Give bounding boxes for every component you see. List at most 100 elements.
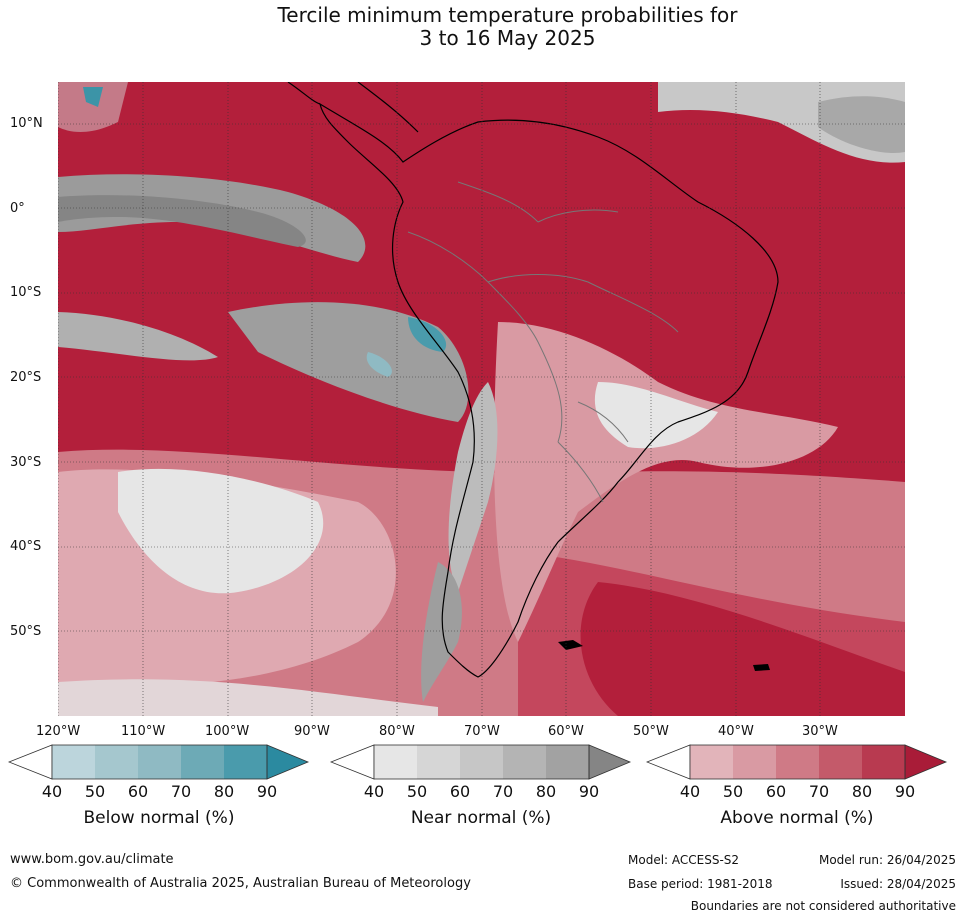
swatch-near-60 [460, 745, 503, 779]
footer-model: Model: ACCESS-S2 [628, 853, 740, 867]
coastline-central-america [287, 81, 419, 133]
map-svg [57, 81, 905, 716]
falkland-islands [558, 640, 583, 650]
lat-label-20s: 20°S [10, 370, 42, 385]
colorbar-below-swatches [52, 745, 267, 779]
lon-label-70w: 70°W [464, 724, 500, 739]
title-line-1: Tercile minimum temperature probabilitie… [277, 3, 738, 27]
legend-title-near-normal: Near normal (%) [410, 808, 552, 828]
map-gridlines [57, 82, 905, 716]
lon-label-110w: 110°W [121, 724, 166, 739]
swatch-near-50 [417, 745, 460, 779]
tick-above-50: 50 [722, 782, 744, 801]
map-region-above-central-sa [494, 322, 838, 642]
coastline-south-america [319, 102, 779, 678]
lon-label-50w: 50°W [633, 724, 669, 739]
tick-near-40: 40 [363, 782, 385, 801]
footer-disclaimer: Boundaries are not considered authoritat… [690, 899, 956, 913]
footer-model-run: Model run: 26/04/2025 [818, 853, 956, 867]
lon-label-40w: 40°W [718, 724, 754, 739]
colorbar-below-normal [8, 744, 310, 780]
colorbar-below-upper-cap [266, 744, 310, 780]
swatch-near-70 [503, 745, 546, 779]
swatch-below-40 [52, 745, 95, 779]
colorbar-near-normal [330, 744, 632, 780]
map-region-below-small [366, 352, 392, 377]
map-region-near-40-south [118, 468, 324, 594]
tick-near-50: 50 [406, 782, 428, 801]
lon-label-60w: 60°W [548, 724, 584, 739]
map-region-nw-corner [58, 82, 128, 132]
swatch-above-50 [733, 745, 776, 779]
swatch-above-80 [862, 745, 905, 779]
map-region-near-andes [448, 382, 498, 592]
tick-near-60: 60 [449, 782, 471, 801]
swatch-above-70 [819, 745, 862, 779]
map-region-near-80-north-atlantic [818, 96, 905, 153]
map-region-near-west-pacific [58, 312, 218, 361]
colorbar-above-lower-cap [646, 744, 691, 780]
swatch-above-40 [690, 745, 733, 779]
chart-title: Tercile minimum temperature probabilitie… [0, 4, 965, 50]
swatch-above-60 [776, 745, 819, 779]
footer-website: www.bom.gov.au/climate [10, 852, 174, 867]
map-region-near-south-edge [58, 679, 438, 716]
tick-below-90: 90 [256, 782, 278, 801]
swatch-below-70 [181, 745, 224, 779]
tick-below-70: 70 [170, 782, 192, 801]
swatch-below-80 [224, 745, 267, 779]
footer-issued: Issued: 28/04/2025 [840, 877, 956, 891]
colorbar-near-swatches [374, 745, 589, 779]
colorbar-near-lower-cap [330, 744, 375, 780]
map-region-above-90-south-atlantic [580, 582, 905, 716]
lon-label-30w: 30°W [802, 724, 838, 739]
lat-label-30s: 30°S [10, 455, 42, 470]
map-region-near-peru-coast [228, 302, 469, 422]
lat-label-40s: 40°S [10, 539, 42, 554]
tick-above-60: 60 [765, 782, 787, 801]
tick-above-80: 80 [851, 782, 873, 801]
probability-map [57, 81, 905, 716]
country-borders [407, 181, 679, 503]
lat-label-10s: 10°S [10, 285, 42, 300]
tick-below-80: 80 [213, 782, 235, 801]
lon-label-100w: 100°W [205, 724, 250, 739]
tick-above-70: 70 [808, 782, 830, 801]
south-georgia-island [753, 664, 770, 671]
map-region-below-nw [83, 87, 103, 107]
colorbar-above-upper-cap [904, 744, 948, 780]
legend-title-below-normal: Below normal (%) [83, 808, 235, 828]
colorbar-near-outline [373, 744, 590, 780]
swatch-near-80 [546, 745, 589, 779]
title-line-2: 3 to 16 May 2025 [419, 26, 596, 50]
legend-title-above-normal: Above normal (%) [720, 808, 874, 828]
colorbar-near-upper-cap [588, 744, 632, 780]
colorbar-above-normal [646, 744, 948, 780]
swatch-below-60 [138, 745, 181, 779]
lat-label-50s: 50°S [10, 624, 42, 639]
lat-label-10n: 10°N [10, 116, 43, 131]
tick-near-70: 70 [492, 782, 514, 801]
colorbar-below-lower-cap [8, 744, 53, 780]
colorbar-above-outline [689, 744, 906, 780]
lon-label-90w: 90°W [294, 724, 330, 739]
tick-near-80: 80 [535, 782, 557, 801]
map-region-near-90-pacific [58, 195, 306, 247]
footer-copyright: © Commonwealth of Australia 2025, Austra… [10, 876, 471, 891]
tick-above-40: 40 [679, 782, 701, 801]
map-region-near-brazil-south [594, 382, 718, 449]
colorbar-below-outline [51, 744, 268, 780]
lon-label-80w: 80°W [379, 724, 415, 739]
lon-label-120w: 120°W [36, 724, 81, 739]
tick-near-90: 90 [578, 782, 600, 801]
tick-below-50: 50 [84, 782, 106, 801]
footer-base-period: Base period: 1981-2018 [628, 877, 773, 891]
colorbar-above-swatches [690, 745, 905, 779]
tick-below-60: 60 [127, 782, 149, 801]
swatch-near-40 [374, 745, 417, 779]
map-region-near-patagonia [421, 562, 462, 702]
tick-below-40: 40 [41, 782, 63, 801]
tick-above-90: 90 [894, 782, 916, 801]
swatch-below-50 [95, 745, 138, 779]
lat-label-0: 0° [10, 201, 25, 216]
